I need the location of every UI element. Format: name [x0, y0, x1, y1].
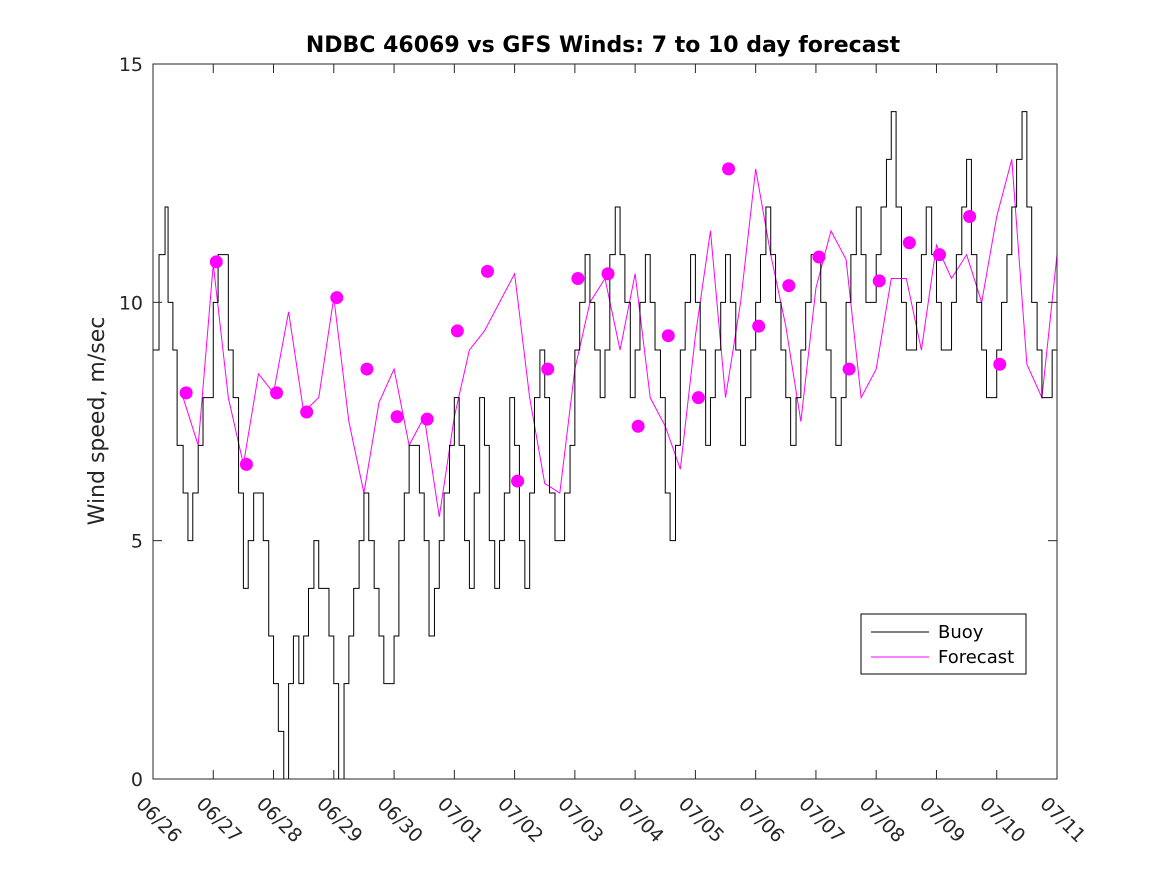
forecast-marker — [932, 248, 946, 262]
x-tick-label: 07/04 — [614, 793, 668, 847]
x-tick-label: 07/02 — [493, 793, 547, 847]
forecast-marker — [480, 264, 494, 278]
y-tick-label: 5 — [131, 531, 143, 553]
axes — [152, 63, 1058, 780]
forecast-marker — [360, 362, 374, 376]
forecast-marker — [842, 362, 856, 376]
x-tick-label: 06/29 — [312, 793, 366, 847]
x-tick-label: 07/11 — [1035, 793, 1089, 847]
forecast-marker — [752, 319, 766, 333]
forecast-marker — [511, 474, 525, 488]
x-tick-label: 07/08 — [855, 793, 909, 847]
forecast-marker — [541, 362, 555, 376]
x-tick-label: 07/06 — [734, 793, 788, 847]
forecast-marker — [420, 412, 434, 426]
x-tick-label: 07/10 — [975, 793, 1029, 847]
forecast-marker — [390, 410, 404, 424]
forecast-marker — [722, 162, 736, 176]
forecast-marker — [872, 274, 886, 288]
x-tick-label: 06/27 — [192, 793, 246, 847]
axes-box — [152, 63, 1058, 780]
forecast-marker — [179, 386, 193, 400]
forecast-marker — [330, 291, 344, 305]
y-axis-label: Wind speed, m/sec — [85, 317, 110, 526]
forecast-marker — [661, 329, 675, 343]
legend-label-buoy: Buoy — [938, 622, 984, 643]
x-tick-label: 06/28 — [252, 793, 306, 847]
forecast-marker — [902, 236, 916, 250]
forecast-marker — [571, 272, 585, 285]
forecast-marker — [601, 267, 615, 281]
y-tick-label: 0 — [131, 769, 143, 791]
forecast-marker — [782, 279, 796, 293]
legend-box — [860, 613, 1027, 675]
x-tick-label: 06/30 — [373, 793, 427, 847]
forecast-marker — [450, 324, 464, 338]
chart-title: NDBC 46069 vs GFS Winds: 7 to 10 day for… — [306, 33, 901, 58]
y-tick-label: 15 — [119, 54, 143, 76]
forecast-marker — [691, 391, 705, 405]
forecast-markers — [179, 162, 1007, 488]
legend: Buoy Forecast — [860, 613, 1027, 675]
y-tick-label: 10 — [119, 292, 143, 314]
forecast-marker — [270, 386, 284, 400]
buoy-line — [153, 111, 1058, 780]
buoy-series-line — [153, 111, 1058, 780]
forecast-lines — [182, 159, 1058, 517]
forecast-marker — [993, 357, 1007, 371]
x-tick-label: 07/09 — [915, 793, 969, 847]
forecast-marker — [209, 255, 223, 269]
forecast-marker — [239, 457, 253, 471]
x-tick-label: 07/01 — [433, 793, 487, 847]
forecast-series-line — [182, 159, 1058, 517]
legend-label-forecast: Forecast — [938, 647, 1014, 668]
forecast-marker — [812, 250, 826, 264]
x-tick-label: 07/05 — [674, 793, 728, 847]
forecast-marker — [300, 405, 314, 419]
forecast-marker — [963, 210, 977, 224]
x-tick-label: 07/07 — [794, 793, 848, 847]
x-tick-label: 06/26 — [131, 793, 185, 847]
forecast-marker — [631, 419, 645, 433]
x-tick-label: 07/03 — [553, 793, 607, 847]
